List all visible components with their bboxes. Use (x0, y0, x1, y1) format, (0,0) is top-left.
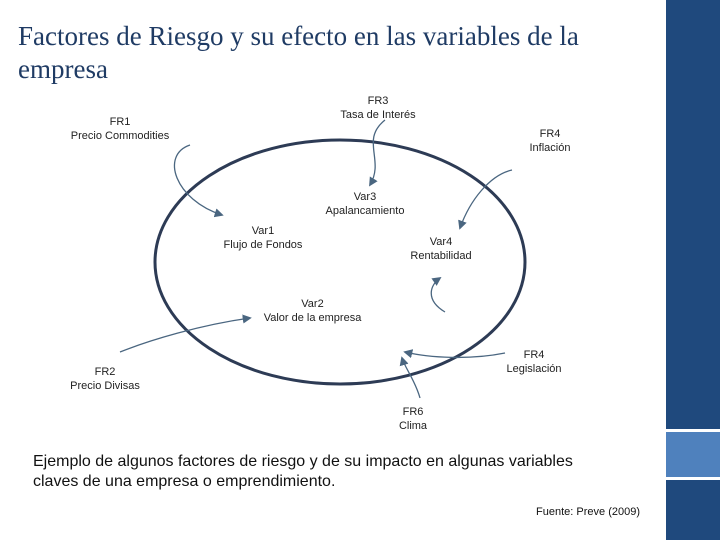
node-fr4-legislacion: FR4 Legislación (493, 348, 575, 376)
company-ellipse (153, 138, 527, 386)
source-note: Fuente: Preve (2009) (536, 506, 640, 518)
node-fr2: FR2 Precio Divisas (60, 365, 150, 393)
node-var2: Var2 Valor de la empresa (250, 297, 375, 325)
node-fr6-name: Clima (398, 420, 428, 432)
node-var4-code: Var4 (429, 236, 453, 248)
caption: Ejemplo de algunos factores de riesgo y … (33, 453, 573, 490)
node-var1-code: Var1 (251, 225, 275, 237)
arrow-fr1-var1 (173, 144, 224, 218)
node-fr3-code: FR3 (367, 95, 389, 107)
node-var3-code: Var3 (353, 191, 377, 203)
arrow-fr2-var2 (119, 314, 252, 353)
node-fr1: FR1 Precio Commodities (70, 115, 170, 143)
node-var3: Var3 Apalancamiento (310, 190, 420, 218)
node-var1-name: Flujo de Fondos (223, 239, 303, 251)
node-fr4-inflacion-code: FR4 (539, 128, 561, 140)
node-fr1-code: FR1 (109, 116, 131, 128)
node-fr6: FR6 Clima (388, 405, 438, 433)
side-bar-middle (666, 432, 720, 477)
node-var4: Var4 Rentabilidad (400, 235, 482, 263)
node-fr6-code: FR6 (402, 406, 424, 418)
node-var4-name: Rentabilidad (410, 250, 472, 262)
arrow-fr3-var3 (369, 119, 386, 187)
node-fr3: FR3 Tasa de Interés (318, 94, 438, 122)
node-fr2-name: Precio Divisas (70, 380, 140, 392)
node-fr4-legislacion-code: FR4 (523, 349, 545, 361)
node-var1: Var1 Flujo de Fondos (210, 224, 316, 252)
arrow-fr4-var2 (403, 349, 506, 359)
node-fr2-code: FR2 (94, 366, 116, 378)
node-fr1-name: Precio Commodities (70, 130, 170, 142)
node-var2-code: Var2 (301, 298, 324, 310)
node-var2-name: Valor de la empresa (263, 312, 362, 324)
node-fr4-legislacion-name: Legislación (506, 363, 562, 375)
node-fr4-inflacion-name: Inflación (529, 142, 571, 154)
slide-title: Factores de Riesgo y su efecto en las va… (18, 21, 579, 84)
arrow-fr4-var4 (458, 169, 513, 230)
node-fr4-inflacion: FR4 Inflación (515, 127, 585, 155)
arrow-fr6-var2 (399, 356, 421, 399)
side-bar-bottom (666, 480, 720, 540)
node-fr3-name: Tasa de Interés (340, 109, 416, 121)
side-bar-top (666, 0, 720, 429)
node-var3-name: Apalancamiento (325, 205, 405, 217)
arrow-var4-loop (430, 276, 446, 313)
